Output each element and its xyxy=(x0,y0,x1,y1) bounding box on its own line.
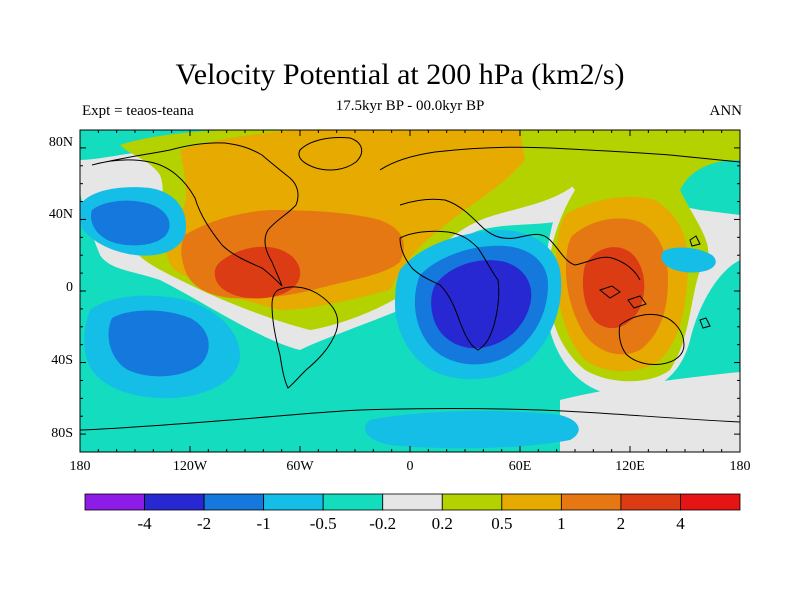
colorbar-swatch xyxy=(680,493,741,511)
colorbar-label: -0.5 xyxy=(309,514,337,533)
colorbar-label: 1 xyxy=(557,514,566,533)
x-tick-label: 60E xyxy=(509,459,532,474)
axis-ticks-layer xyxy=(79,129,741,453)
x-tick-label: 180 xyxy=(70,459,91,474)
coastlines-layer xyxy=(80,137,740,431)
y-tick-label: 80N xyxy=(49,135,73,150)
eurasia-coast xyxy=(379,146,740,281)
islands-coast xyxy=(598,235,711,329)
colorbar-swatch xyxy=(84,493,145,511)
north-america-coast xyxy=(91,142,299,287)
colorbar-label: 0.5 xyxy=(491,514,513,533)
colorbar xyxy=(84,493,741,511)
negative-spacific xyxy=(108,310,209,377)
colorbar-label: -4 xyxy=(137,514,152,533)
colorbar-swatch xyxy=(263,493,324,511)
colorbar-swatch xyxy=(501,493,562,511)
x-tick-label: 120E xyxy=(615,459,645,474)
y-tick-label: 40S xyxy=(51,353,73,368)
south-america-coast xyxy=(271,286,339,389)
colorbar-swatch xyxy=(322,493,384,511)
chart-title: Velocity Potential at 200 hPa (km2/s) xyxy=(175,58,625,91)
colorbar-swatch xyxy=(144,493,205,511)
colorbar-swatch xyxy=(620,493,681,511)
strong-positive-west xyxy=(214,246,301,299)
y-tick-label: 0 xyxy=(66,280,73,295)
x-tick-label: 180 xyxy=(730,459,751,474)
colorbar-swatch xyxy=(382,493,443,511)
weak-negative-wpacific xyxy=(661,247,716,273)
contour-fill-layer xyxy=(80,130,740,452)
colorbar-label: 2 xyxy=(616,514,626,533)
greenland-coast xyxy=(298,137,363,171)
colorbar-swatch xyxy=(560,493,622,511)
neutral-antarctic xyxy=(560,372,740,452)
x-tick-label: 0 xyxy=(407,459,414,474)
australia-coast xyxy=(618,313,685,365)
colorbar-label: -2 xyxy=(196,514,212,533)
colorbar-label: 4 xyxy=(676,514,685,533)
negative-npacific xyxy=(90,200,170,246)
africa-coast xyxy=(399,230,500,351)
colorbar-label: -1 xyxy=(256,514,271,533)
x-tick-label: 60W xyxy=(286,459,314,474)
y-tick-label: 80S xyxy=(51,426,73,441)
colorbar-swatch xyxy=(441,493,503,511)
colorbar-label: 0.2 xyxy=(431,514,453,533)
strong-negative-africa xyxy=(431,260,532,349)
colorbar-swatch xyxy=(203,493,265,511)
y-tick-label: 40N xyxy=(49,207,73,222)
experiment-label: Expt = teaos-teana xyxy=(82,103,194,119)
season-label: ANN xyxy=(709,103,743,119)
period-label: 17.5kyr BP - 00.0kyr BP xyxy=(335,98,485,114)
antarctica-coast xyxy=(80,408,740,431)
colorbar-label: -0.2 xyxy=(369,514,397,533)
weak-negative-southern xyxy=(365,410,579,449)
x-tick-label: 120W xyxy=(173,459,208,474)
